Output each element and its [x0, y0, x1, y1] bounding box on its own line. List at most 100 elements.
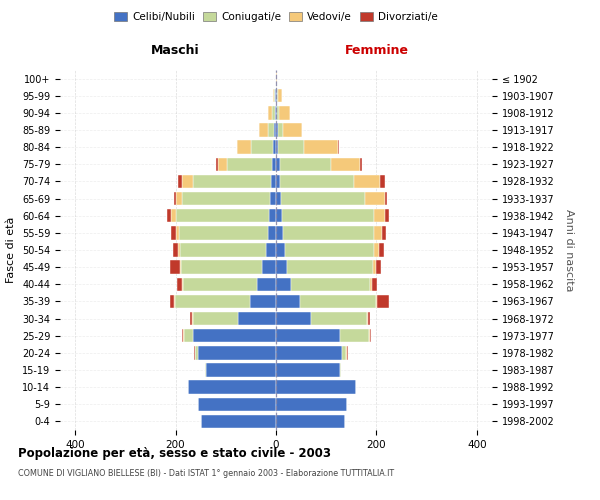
Bar	[218, 158, 227, 171]
Bar	[343, 346, 346, 360]
Bar	[176, 192, 182, 205]
Text: Femmine: Femmine	[344, 44, 409, 58]
Bar	[190, 312, 192, 326]
Bar	[370, 329, 371, 342]
Bar	[274, 140, 276, 154]
Bar	[304, 140, 338, 154]
Bar	[268, 124, 274, 136]
Bar	[182, 174, 193, 188]
Text: Popolazione per età, sesso e stato civile - 2003: Popolazione per età, sesso e stato civil…	[18, 448, 331, 460]
Bar	[182, 278, 257, 291]
Bar	[373, 260, 376, 274]
Bar	[184, 329, 193, 342]
Bar	[331, 158, 360, 171]
Text: COMUNE DI VIGLIANO BIELLESE (BI) - Dati ISTAT 1° gennaio 2003 - Elaborazione TUT: COMUNE DI VIGLIANO BIELLESE (BI) - Dati …	[18, 469, 394, 478]
Bar	[237, 140, 251, 154]
Bar	[370, 278, 372, 291]
Bar	[259, 124, 268, 136]
Bar	[275, 106, 276, 120]
Bar	[276, 174, 280, 188]
Bar	[192, 312, 193, 326]
Bar	[346, 346, 347, 360]
Bar	[291, 278, 370, 291]
Bar	[340, 329, 370, 342]
Bar	[280, 158, 331, 171]
Bar	[276, 294, 300, 308]
Bar	[272, 106, 275, 120]
Bar	[269, 209, 276, 222]
Bar	[374, 226, 382, 239]
Bar	[276, 414, 346, 428]
Bar	[276, 140, 278, 154]
Bar	[276, 158, 280, 171]
Bar	[280, 174, 354, 188]
Bar	[176, 209, 269, 222]
Bar	[276, 226, 283, 239]
Bar	[276, 329, 340, 342]
Bar	[372, 278, 377, 291]
Bar	[178, 244, 179, 256]
Bar	[277, 89, 278, 102]
Bar	[200, 414, 276, 428]
Bar	[171, 209, 176, 222]
Bar	[276, 346, 343, 360]
Bar	[176, 278, 182, 291]
Bar	[198, 346, 276, 360]
Bar	[276, 398, 347, 411]
Bar	[283, 226, 374, 239]
Bar	[276, 209, 282, 222]
Bar	[178, 174, 182, 188]
Bar	[283, 124, 302, 136]
Bar	[282, 209, 374, 222]
Bar	[379, 244, 384, 256]
Bar	[216, 158, 218, 171]
Bar	[227, 158, 272, 171]
Bar	[274, 124, 276, 136]
Bar	[347, 346, 349, 360]
Bar	[376, 260, 382, 274]
Bar	[167, 209, 171, 222]
Bar	[365, 192, 385, 205]
Bar	[273, 89, 274, 102]
Bar	[374, 209, 385, 222]
Bar	[188, 380, 276, 394]
Bar	[276, 244, 285, 256]
Bar	[278, 140, 304, 154]
Bar	[173, 294, 175, 308]
Bar	[182, 329, 183, 342]
Bar	[268, 106, 272, 120]
Bar	[181, 260, 262, 274]
Bar	[193, 329, 276, 342]
Bar	[179, 244, 266, 256]
Bar	[276, 124, 278, 136]
Bar	[179, 260, 181, 274]
Bar	[277, 106, 279, 120]
Bar	[170, 260, 179, 274]
Bar	[354, 174, 380, 188]
Bar	[266, 244, 276, 256]
Bar	[270, 192, 276, 205]
Y-axis label: Fasce di età: Fasce di età	[7, 217, 16, 283]
Bar	[311, 312, 367, 326]
Bar	[257, 278, 276, 291]
Bar	[274, 89, 275, 102]
Bar	[276, 260, 287, 274]
Bar	[195, 346, 198, 360]
Bar	[176, 226, 179, 239]
Bar	[385, 209, 389, 222]
Bar	[251, 140, 274, 154]
Bar	[276, 72, 277, 86]
Bar	[276, 364, 340, 376]
Bar	[360, 158, 362, 171]
Bar	[170, 294, 173, 308]
Bar	[272, 158, 276, 171]
Bar	[276, 192, 281, 205]
Bar	[278, 124, 283, 136]
Bar	[338, 140, 339, 154]
Bar	[173, 244, 178, 256]
Bar	[276, 278, 291, 291]
Bar	[262, 260, 276, 274]
Bar	[268, 226, 276, 239]
Bar	[377, 294, 389, 308]
Bar	[182, 192, 270, 205]
